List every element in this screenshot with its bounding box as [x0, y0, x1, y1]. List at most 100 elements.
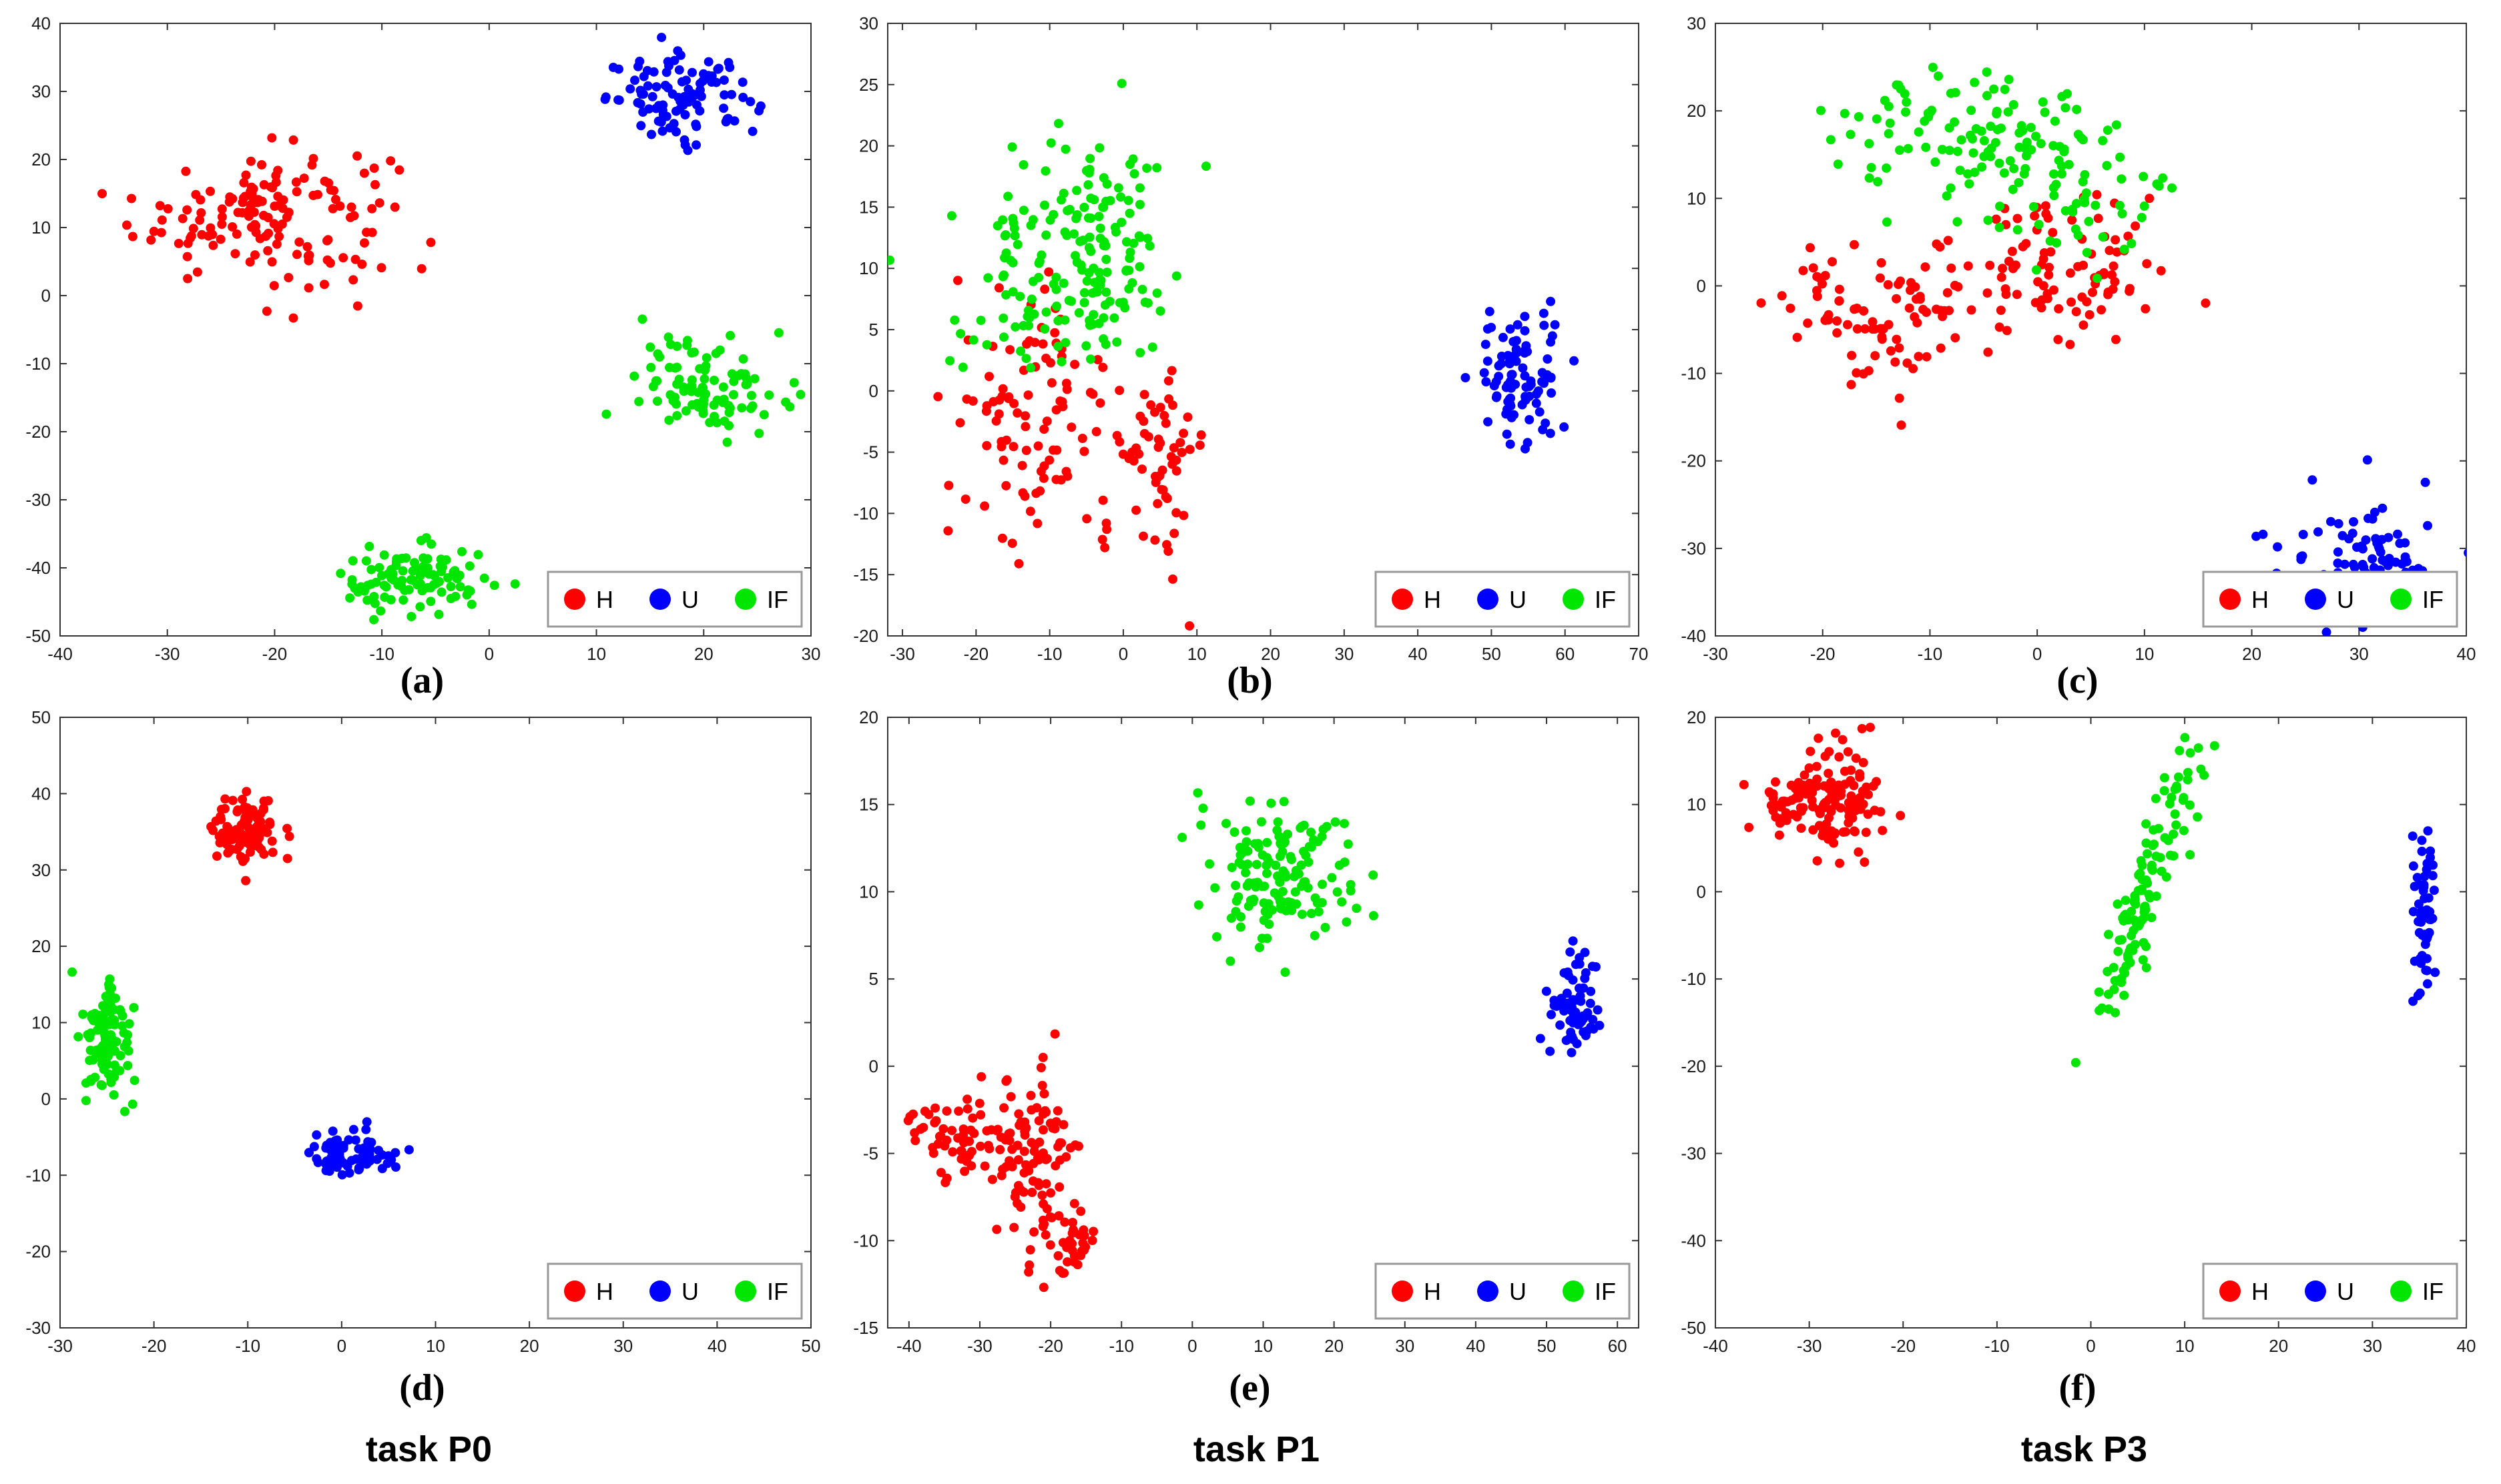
point-u — [2410, 881, 2420, 891]
point-u — [2378, 503, 2388, 513]
point-if — [998, 272, 1008, 282]
point-if — [1201, 161, 1211, 171]
point-if — [1060, 227, 1070, 237]
point-h — [238, 795, 248, 804]
point-h — [272, 239, 282, 249]
point-if — [2048, 141, 2058, 151]
point-if — [2082, 248, 2092, 258]
point-h — [953, 1133, 963, 1143]
point-if — [1826, 135, 1836, 145]
point-h — [268, 183, 278, 193]
point-if — [1872, 114, 1882, 124]
point-u — [1509, 410, 1518, 420]
point-if — [510, 579, 520, 589]
point-if — [1129, 169, 1139, 179]
point-h — [1175, 438, 1185, 448]
point-if — [1235, 922, 1245, 932]
point-h — [1041, 1230, 1051, 1240]
point-if — [1262, 860, 1272, 870]
point-h — [1824, 769, 1834, 778]
y-tick-label: 50 — [31, 707, 51, 727]
x-tick-label: 0 — [1187, 1336, 1197, 1356]
point-if — [738, 354, 748, 364]
point-h — [1025, 506, 1035, 516]
task-label: task P0 — [366, 1429, 492, 1469]
point-h — [267, 257, 277, 267]
point-h — [1843, 320, 1852, 330]
point-if — [1079, 288, 1089, 298]
point-h — [998, 384, 1008, 394]
point-u — [667, 89, 677, 99]
point-h — [1037, 1190, 1047, 1200]
point-if — [1026, 220, 1036, 230]
point-if — [601, 409, 611, 419]
point-h — [284, 831, 294, 841]
point-if — [702, 353, 712, 363]
point-u — [1541, 418, 1551, 428]
point-h — [1051, 405, 1061, 415]
legend: H U IF — [547, 571, 803, 628]
y-tick-label: -20 — [853, 626, 878, 646]
subplot-d: -30 -20 -10 0 10 20 30 40 50 -30 -20 -10 0 10 20 30 40 50… — [25, 707, 820, 1469]
point-if — [2149, 839, 2159, 849]
point-if — [1286, 851, 1296, 861]
point-h — [1183, 412, 1193, 422]
point-h — [1877, 334, 1887, 344]
point-if — [336, 569, 346, 579]
y-tick-label: 10 — [1687, 795, 1706, 815]
point-if — [1118, 298, 1128, 308]
point-h — [1038, 1215, 1048, 1225]
point-h — [1826, 793, 1836, 803]
point-h — [1834, 296, 1844, 306]
point-if — [1086, 354, 1095, 364]
point-h — [335, 201, 345, 211]
point-h — [2067, 215, 2077, 225]
point-h — [232, 229, 242, 239]
point-if — [2139, 201, 2149, 211]
point-if — [710, 412, 720, 422]
point-h — [1824, 783, 1834, 793]
point-u — [695, 106, 705, 116]
point-h — [1908, 364, 1918, 374]
legend: H U IF — [2202, 1262, 2458, 1320]
point-h — [1812, 856, 1822, 866]
subplot-caption: (e) — [1229, 1367, 1270, 1409]
point-h — [277, 219, 287, 229]
point-h — [1153, 498, 1163, 508]
point-if — [2029, 202, 2038, 212]
point-h — [224, 197, 234, 207]
point-h — [1991, 214, 2001, 224]
point-u — [2430, 968, 2440, 978]
point-h — [2066, 297, 2076, 307]
point-u — [324, 1166, 334, 1176]
point-u — [727, 89, 736, 99]
point-h — [1013, 1198, 1022, 1208]
point-if — [103, 1036, 113, 1046]
point-u — [1568, 936, 1578, 946]
point-if — [1340, 819, 1349, 829]
point-u — [2347, 528, 2357, 538]
point-u — [1524, 415, 1535, 424]
point-u — [651, 82, 661, 92]
point-h — [1024, 1267, 1034, 1277]
point-if — [1089, 310, 1099, 320]
point-u — [2313, 527, 2323, 537]
point-if — [1079, 298, 1089, 308]
point-u — [721, 117, 731, 127]
point-h — [1011, 1188, 1021, 1198]
point-h — [1902, 358, 1912, 368]
y-tick-label: -30 — [1681, 538, 1706, 559]
point-if — [945, 356, 955, 366]
point-if — [386, 595, 396, 605]
point-h — [216, 234, 226, 244]
point-u — [1567, 1002, 1577, 1012]
point-if — [646, 362, 656, 372]
point-h — [2111, 235, 2121, 245]
point-h — [1857, 724, 1867, 733]
point-h — [394, 165, 404, 175]
point-if — [789, 378, 799, 388]
point-u — [1549, 1000, 1559, 1010]
point-if — [1117, 218, 1127, 228]
point-if — [1866, 163, 1876, 173]
point-h — [1013, 408, 1023, 418]
